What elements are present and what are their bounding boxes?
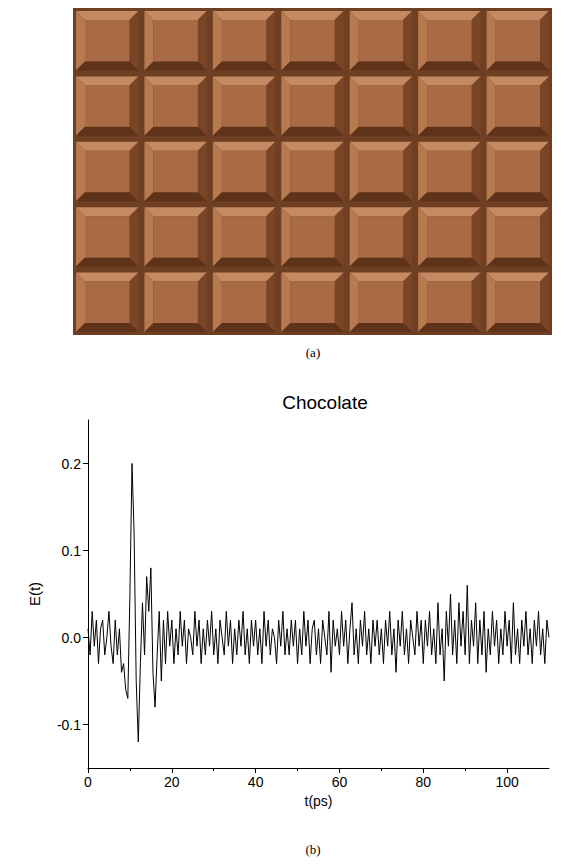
svg-text:40: 40 (248, 774, 264, 790)
svg-text:0.2: 0.2 (62, 456, 82, 472)
svg-text:20: 20 (164, 774, 180, 790)
svg-text:0.1: 0.1 (62, 543, 82, 559)
svg-text:-0.1: -0.1 (57, 717, 81, 733)
svg-text:E(t): E(t) (26, 582, 43, 606)
html-text:(a): (a) (305, 345, 321, 360)
svg-text:0.0: 0.0 (62, 630, 82, 646)
html-text:(b): (b) (305, 842, 321, 857)
svg-text:100: 100 (495, 774, 519, 790)
svg-text:0: 0 (84, 774, 92, 790)
svg-text:t(ps): t(ps) (305, 793, 333, 809)
svg-text:80: 80 (415, 774, 431, 790)
svg-text:60: 60 (332, 774, 348, 790)
svg-text:Chocolate: Chocolate (282, 392, 368, 413)
